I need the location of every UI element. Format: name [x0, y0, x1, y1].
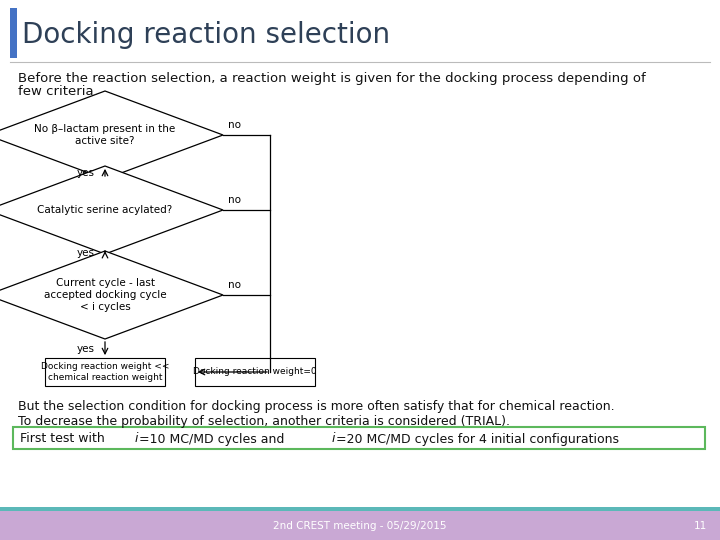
Text: i: i	[135, 433, 138, 446]
FancyBboxPatch shape	[13, 427, 705, 449]
Text: To decrease the probability of selection, another criteria is considered (TRIAL): To decrease the probability of selection…	[18, 415, 510, 428]
Bar	[195, 358, 315, 386]
Bar	[45, 358, 165, 386]
Text: Before the reaction selection, a reaction weight is given for the docking proces: Before the reaction selection, a reactio…	[18, 72, 646, 85]
Text: Docking reaction weight <<
chemical reaction weight: Docking reaction weight << chemical reac…	[41, 362, 169, 382]
Polygon shape	[0, 251, 223, 339]
Polygon shape	[0, 91, 223, 179]
Text: no: no	[228, 120, 241, 130]
Text: no: no	[228, 280, 241, 290]
Bar	[10, 8, 17, 58]
Text: But the selection condition for docking process is more often satisfy that for c: But the selection condition for docking …	[18, 400, 615, 413]
Text: Docking reaction weight=0: Docking reaction weight=0	[193, 368, 317, 376]
Text: no: no	[228, 195, 241, 205]
Text: few criteria.: few criteria.	[18, 85, 98, 98]
Text: yes: yes	[77, 167, 95, 178]
Polygon shape	[0, 166, 223, 254]
Text: Docking reaction selection: Docking reaction selection	[22, 21, 390, 49]
Text: 11: 11	[693, 521, 706, 531]
Text: 2nd CREST meeting - 05/29/2015: 2nd CREST meeting - 05/29/2015	[274, 521, 446, 531]
Text: yes: yes	[77, 247, 95, 258]
Text: i: i	[332, 433, 336, 446]
Text: Current cycle - last
accepted docking cycle
< i cycles: Current cycle - last accepted docking cy…	[44, 279, 166, 312]
Bar	[0, 507, 720, 511]
Bar	[0, 511, 720, 540]
Text: =10 MC/MD cycles and: =10 MC/MD cycles and	[139, 433, 289, 446]
Text: No β–lactam present in the
active site?: No β–lactam present in the active site?	[35, 124, 176, 146]
Text: =20 MC/MD cycles for 4 initial configurations: =20 MC/MD cycles for 4 initial configura…	[336, 433, 619, 446]
Text: First test with: First test with	[20, 433, 109, 446]
Text: Catalytic serine acylated?: Catalytic serine acylated?	[37, 205, 173, 215]
Text: yes: yes	[77, 343, 95, 354]
